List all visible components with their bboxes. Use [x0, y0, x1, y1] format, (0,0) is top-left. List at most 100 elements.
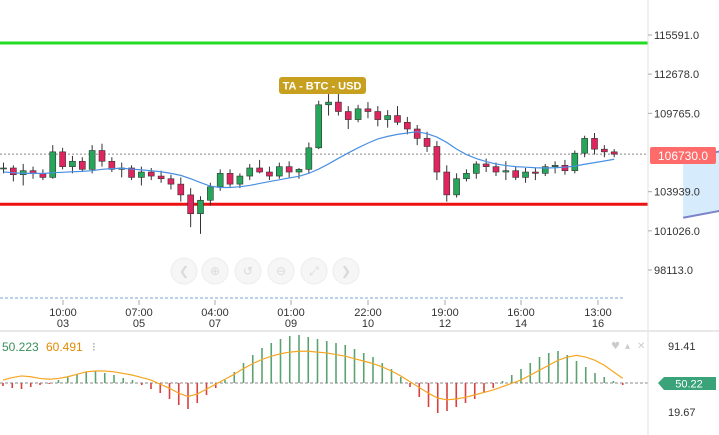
candle[interactable] — [404, 116, 411, 135]
candle[interactable] — [10, 165, 17, 182]
oscillator-signal-line — [2, 350, 624, 401]
channel-fill[interactable] — [683, 97, 719, 218]
candle[interactable] — [502, 161, 510, 181]
candle[interactable] — [344, 106, 352, 129]
time-axis-label: 22:00 — [354, 307, 382, 319]
oscillator-panel-controls[interactable]: ♥ ▴ ✕ — [611, 341, 645, 352]
candle[interactable] — [443, 165, 451, 202]
candle[interactable] — [591, 133, 598, 155]
candle[interactable] — [581, 135, 588, 158]
candle[interactable] — [226, 169, 234, 187]
collapse-icon[interactable]: ▴ — [625, 341, 630, 352]
candle[interactable] — [532, 167, 539, 181]
nav-forward-button[interactable]: ❯ — [332, 257, 360, 285]
candle[interactable] — [541, 163, 549, 177]
candle[interactable] — [335, 94, 342, 116]
price-scale-label: 98113.0 — [654, 265, 693, 277]
price-scale-tick: 103939.0 — [648, 187, 700, 199]
fit-icon: ⤢ — [308, 264, 319, 278]
candle[interactable] — [522, 167, 529, 183]
time-axis-label: 16:00 — [507, 307, 535, 319]
candle[interactable] — [423, 131, 431, 152]
candle[interactable] — [374, 106, 382, 127]
chevron-left-icon: ❮ — [179, 264, 189, 278]
candle[interactable] — [413, 124, 421, 146]
candle[interactable] — [453, 173, 460, 198]
oscillator-tick-high: 91.41 — [668, 341, 696, 353]
candle[interactable] — [236, 173, 244, 189]
zoom-in-icon: ⊕ — [210, 264, 220, 278]
candle[interactable] — [364, 102, 372, 119]
candle[interactable] — [394, 106, 401, 125]
candle[interactable] — [482, 158, 490, 173]
price-scale[interactable]: 115591.0 112678.0 109765.0 103939.0 101026.0… — [647, 0, 716, 330]
candle[interactable] — [384, 110, 391, 128]
candle[interactable] — [256, 159, 263, 174]
candle[interactable] — [79, 157, 86, 173]
candle[interactable] — [197, 196, 204, 234]
date-axis-label: 03 — [57, 318, 69, 330]
nav-back-button[interactable]: ❮ — [170, 257, 198, 285]
time-axis-label: 01:00 — [277, 307, 305, 319]
candle[interactable] — [0, 162, 7, 174]
date-axis-label: 16 — [592, 318, 604, 330]
moving-average-line — [3, 131, 615, 189]
candle[interactable] — [571, 150, 579, 174]
price-scale-tick: 101026.0 — [648, 226, 700, 238]
nav-reset-button[interactable]: ↺ — [234, 257, 262, 285]
chart-navigation-controls[interactable]: ❮ ⊕ ↺ ⊖ ⤢ ❯ — [170, 257, 360, 285]
candle[interactable] — [492, 162, 500, 177]
candle[interactable] — [463, 169, 470, 182]
nav-zoom-out-button[interactable]: ⊖ — [267, 257, 295, 285]
nav-fit-button[interactable]: ⤢ — [300, 257, 328, 285]
close-icon[interactable]: ✕ — [637, 341, 645, 352]
date-axis-label: 07 — [209, 318, 221, 330]
oscillator-histogram — [2, 335, 624, 413]
candle[interactable] — [167, 174, 175, 190]
candle[interactable] — [285, 161, 293, 178]
heart-icon[interactable]: ♥ — [611, 341, 620, 352]
candle[interactable] — [610, 149, 618, 158]
candle[interactable] — [295, 167, 303, 179]
date-axis-label: 09 — [285, 318, 297, 330]
symbol-title-tag[interactable]: TA - BTC - USD — [279, 77, 366, 94]
candle[interactable] — [108, 157, 116, 173]
candle[interactable] — [305, 142, 313, 174]
price-scale-label: 103939.0 — [654, 187, 700, 199]
candle[interactable] — [266, 166, 273, 181]
candles-group — [0, 94, 618, 234]
oscillator-current-badge: 50.22 — [658, 377, 716, 391]
candle[interactable] — [59, 147, 66, 170]
price-scale-labels: 115591.0 112678.0 109765.0 103939.0 101026.0… — [648, 30, 700, 277]
oscillator-settings-icon[interactable]: ⁝ — [92, 340, 96, 354]
candle[interactable] — [275, 162, 283, 179]
price-panel-background — [0, 0, 648, 330]
candle[interactable] — [354, 104, 362, 123]
candle[interactable] — [177, 177, 185, 202]
candle[interactable] — [315, 100, 323, 150]
nav-zoom-in-button[interactable]: ⊕ — [201, 257, 229, 285]
candle[interactable] — [325, 94, 332, 116]
price-scale-label: 115591.0 — [654, 30, 699, 42]
candle[interactable] — [601, 145, 608, 158]
chevron-right-icon: ❯ — [341, 264, 351, 278]
oscillator-panel[interactable]: 50.223 60.491 ⁝ ♥ ▴ ✕ 91.41 19.67 50.22 — [0, 332, 716, 435]
date-axis-label: 12 — [439, 318, 451, 330]
candle[interactable] — [512, 166, 520, 181]
date-axis-label: 14 — [515, 318, 527, 330]
candle[interactable] — [157, 170, 165, 183]
candle[interactable] — [433, 141, 441, 181]
candle[interactable] — [472, 161, 480, 179]
price-panel[interactable]: TA - BTC - USD ❮ ⊕ ↺ ⊖ ⤢ — [0, 0, 719, 330]
candle[interactable] — [69, 155, 76, 174]
candle[interactable] — [147, 167, 155, 181]
candle[interactable] — [88, 145, 96, 174]
candle[interactable] — [246, 163, 254, 181]
price-scale-tick: 115591.0 — [648, 30, 699, 42]
candle[interactable] — [98, 143, 106, 167]
price-scale-tick: 109765.0 — [648, 108, 700, 120]
candle[interactable] — [128, 165, 135, 181]
candle[interactable] — [187, 188, 194, 228]
